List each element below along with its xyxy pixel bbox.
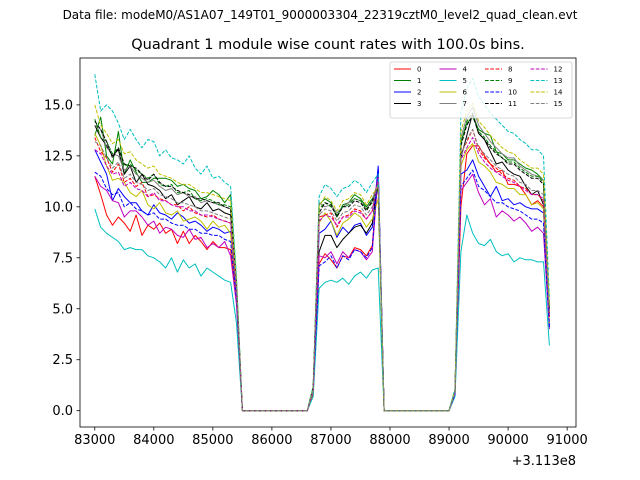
series-line-9 [94,112,550,412]
x-tick-label: 90000 [487,433,528,448]
legend-label-12: 12 [554,66,563,74]
legend-label-11: 11 [508,100,517,108]
series-line-4 [94,173,550,412]
legend-label-13: 13 [554,77,563,85]
x-tick-label: 88000 [369,433,410,448]
legend-label-9: 9 [508,77,512,85]
series-line-11 [94,114,550,412]
legend-label-1: 1 [417,77,421,85]
x-tick-label: 89000 [428,433,469,448]
chart-title: Quadrant 1 module wise count rates with … [131,37,525,53]
legend-label-3: 3 [417,100,421,108]
y-tick-label: 12.5 [44,149,73,164]
x-tick-label: 87000 [310,433,351,448]
series-line-15 [94,128,550,412]
legend-label-7: 7 [463,100,467,108]
y-tick-label: 7.5 [52,251,73,266]
x-tick-label: 84000 [133,433,174,448]
x-tick-label: 85000 [192,433,233,448]
y-tick-label: 10.0 [44,200,73,215]
legend-frame [389,61,573,119]
y-tick-label: 5.0 [52,302,73,317]
y-tick-label: 15.0 [44,98,73,113]
series-line-6 [94,133,550,412]
series-group [94,74,550,412]
legend-label-4: 4 [463,66,468,74]
x-tick-label: 86000 [251,433,292,448]
legend-label-8: 8 [508,66,512,74]
data-file-header: Data file: modeM0/AS1A07_149T01_90000033… [63,8,578,22]
legend-label-5: 5 [463,77,467,85]
x-offset-text: +3.113e8 [512,454,576,469]
x-tick-label: 91000 [546,433,587,448]
legend-label-15: 15 [554,100,563,108]
series-line-2 [94,149,550,412]
legend-label-6: 6 [463,89,468,97]
legend-label-2: 2 [417,89,421,97]
y-tick-label: 2.5 [52,353,73,368]
x-tick-label: 83000 [74,433,115,448]
series-line-10 [94,167,550,412]
legend-label-10: 10 [508,89,517,97]
axes-frame [79,57,577,428]
plot-area: 83000 84000 85000 86000 87000 88000 89000 90000… [44,57,588,448]
y-tick-label: 0.0 [52,404,73,419]
series-line-5 [94,208,550,412]
legend-label-14: 14 [554,89,563,97]
legend-label-0: 0 [417,66,421,74]
series-line-13 [94,74,550,412]
series-line-12 [94,137,550,412]
